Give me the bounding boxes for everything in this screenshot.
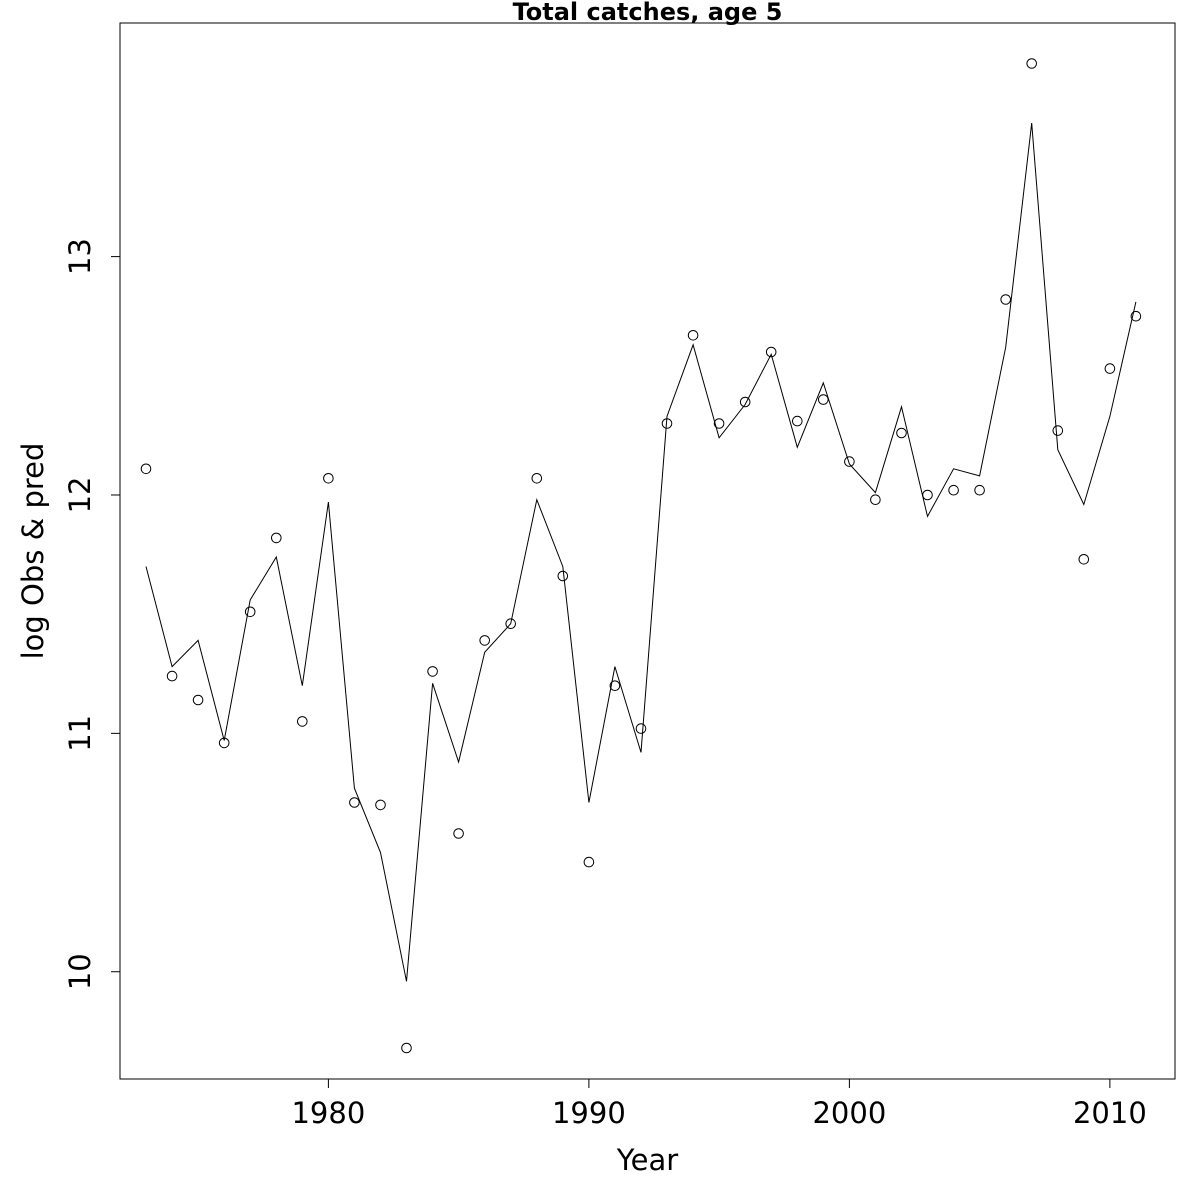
data-point — [349, 797, 360, 808]
x-tick-label: 1990 — [552, 1096, 626, 1130]
data-point — [922, 489, 933, 501]
y-axis: 10 11 12 13 — [63, 238, 121, 990]
y-tick-label: 10 — [63, 953, 97, 990]
data-point — [948, 484, 959, 496]
data-point — [635, 723, 647, 734]
data-point — [818, 394, 829, 405]
data-point — [192, 694, 204, 706]
series-points-obs — [140, 58, 1142, 1054]
chart-title: Total catches, age 5 — [513, 0, 783, 26]
x-axis-label: Year — [616, 1143, 678, 1177]
data-point — [244, 606, 256, 618]
y-axis-label: log Obs & pred — [16, 443, 50, 660]
data-point — [661, 418, 673, 429]
data-point — [609, 680, 621, 692]
data-point — [896, 427, 907, 439]
data-point — [1026, 58, 1037, 69]
data-point — [297, 716, 308, 727]
data-point — [974, 484, 985, 496]
x-tick-label: 2000 — [812, 1096, 886, 1130]
data-point — [375, 799, 386, 811]
data-point — [870, 494, 881, 506]
data-point — [479, 635, 491, 646]
data-point — [557, 570, 569, 582]
data-point — [427, 666, 438, 677]
data-point — [323, 473, 334, 484]
data-point — [401, 1042, 412, 1054]
data-point — [271, 532, 282, 544]
data-point — [531, 473, 543, 484]
series-line-pred — [145, 123, 1137, 982]
data-point — [505, 618, 517, 630]
data-point — [218, 737, 230, 749]
data-point — [713, 418, 725, 429]
data-point — [1078, 554, 1090, 565]
y-tick-label: 12 — [63, 477, 97, 514]
data-point — [739, 396, 751, 408]
y-tick-label: 13 — [63, 238, 97, 275]
data-point — [1000, 294, 1012, 305]
data-point — [792, 415, 803, 427]
x-axis: 1980 1990 2000 2010 — [291, 1078, 1147, 1130]
data-point — [1052, 425, 1064, 436]
data-point — [583, 856, 595, 868]
data-point — [140, 463, 152, 475]
data-point — [166, 670, 178, 682]
data-point — [844, 456, 855, 467]
x-tick-label: 2010 — [1073, 1096, 1147, 1130]
x-tick-label: 1980 — [291, 1096, 365, 1130]
data-point — [687, 330, 699, 341]
data-point — [1104, 363, 1116, 374]
plot-frame — [119, 22, 1176, 1080]
y-tick-label: 11 — [63, 715, 97, 752]
data-point — [765, 346, 777, 358]
data-point — [1130, 310, 1142, 322]
data-point — [453, 828, 464, 839]
